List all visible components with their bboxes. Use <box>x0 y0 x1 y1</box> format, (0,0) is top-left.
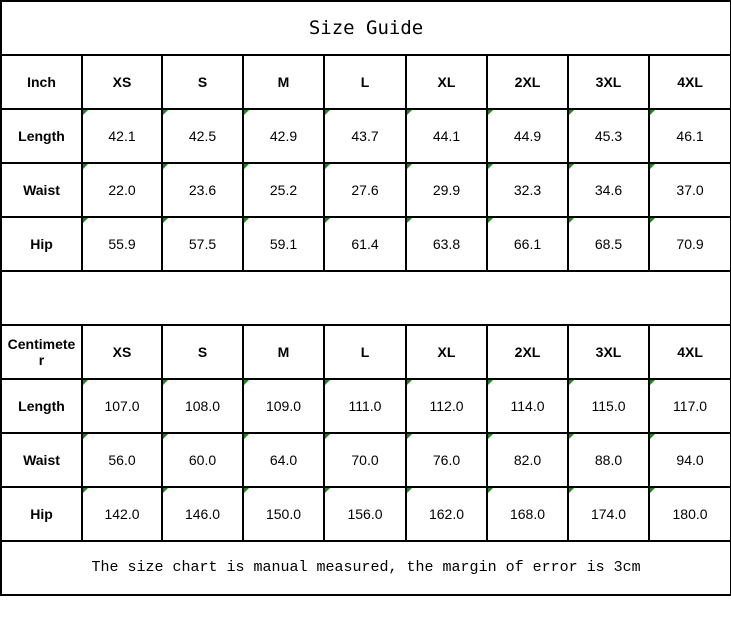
measurement-cell: 37.0 <box>647 162 731 218</box>
measurement-cell: 111.0 <box>323 378 407 434</box>
measurement-cell: 94.0 <box>647 432 731 488</box>
table-row: Hip 55.9 57.5 59.1 61.4 63.8 66.1 68.5 70.9 <box>0 216 731 272</box>
measurement-cell: 45.3 <box>567 108 650 164</box>
measurement-cell: 146.0 <box>161 486 244 542</box>
measurement-cell: 68.5 <box>567 216 650 272</box>
size-header: L <box>323 324 407 380</box>
cm-header-row: Centimeter XS S M L XL 2XL 3XL 4XL <box>0 324 731 380</box>
measurement-cell: 70.9 <box>647 216 731 272</box>
measurement-cell: 56.0 <box>81 432 163 488</box>
measurement-cell: 64.0 <box>242 432 325 488</box>
measurement-cell: 117.0 <box>647 378 731 434</box>
measurement-cell: 142.0 <box>81 486 163 542</box>
measurement-cell: 88.0 <box>567 432 650 488</box>
measurement-cell: 66.1 <box>486 216 569 272</box>
measurement-cell: 150.0 <box>242 486 325 542</box>
size-header: XL <box>405 324 488 380</box>
row-label: Hip <box>0 486 83 542</box>
measurement-cell: 22.0 <box>81 162 163 218</box>
size-header: 2XL <box>486 54 569 110</box>
size-header: L <box>323 54 407 110</box>
measurement-cell: 82.0 <box>486 432 569 488</box>
measurement-cell: 107.0 <box>81 378 163 434</box>
measurement-cell: 61.4 <box>323 216 407 272</box>
row-label: Length <box>0 108 83 164</box>
measurement-cell: 162.0 <box>405 486 488 542</box>
measurement-cell: 108.0 <box>161 378 244 434</box>
size-header: M <box>242 54 325 110</box>
note-row: The size chart is manual measured, the m… <box>0 540 731 596</box>
measurement-cell: 42.5 <box>161 108 244 164</box>
measurement-cell: 23.6 <box>161 162 244 218</box>
measurement-cell: 25.2 <box>242 162 325 218</box>
measurement-cell: 43.7 <box>323 108 407 164</box>
size-header: S <box>161 324 244 380</box>
size-header: XL <box>405 54 488 110</box>
measurement-cell: 112.0 <box>405 378 488 434</box>
measurement-cell: 180.0 <box>647 486 731 542</box>
table-row: Length 107.0 108.0 109.0 111.0 112.0 114.0 115.… <box>0 378 731 434</box>
measurement-cell: 42.1 <box>81 108 163 164</box>
measurement-cell: 70.0 <box>323 432 407 488</box>
size-header: 3XL <box>567 54 650 110</box>
size-header: 2XL <box>486 324 569 380</box>
table-row: Waist 22.0 23.6 25.2 27.6 29.9 32.3 34.6 37.0 <box>0 162 731 218</box>
footnote: The size chart is manual measured, the m… <box>0 540 731 596</box>
size-guide-table: Size Guide Inch XS S M L XL 2XL 3XL 4XL Length 42.… <box>0 0 731 596</box>
measurement-cell: 156.0 <box>323 486 407 542</box>
measurement-cell: 63.8 <box>405 216 488 272</box>
measurement-cell: 168.0 <box>486 486 569 542</box>
measurement-cell: 44.1 <box>405 108 488 164</box>
inch-header-row: Inch XS S M L XL 2XL 3XL 4XL <box>0 54 731 110</box>
measurement-cell: 46.1 <box>647 108 731 164</box>
row-label: Waist <box>0 162 83 218</box>
measurement-cell: 115.0 <box>567 378 650 434</box>
measurement-cell: 114.0 <box>486 378 569 434</box>
measurement-cell: 59.1 <box>242 216 325 272</box>
measurement-cell: 29.9 <box>405 162 488 218</box>
size-header: M <box>242 324 325 380</box>
size-header: XS <box>81 54 163 110</box>
measurement-cell: 34.6 <box>567 162 650 218</box>
table-row: Hip 142.0 146.0 150.0 156.0 162.0 168.0 174.0 18… <box>0 486 731 542</box>
measurement-cell: 60.0 <box>161 432 244 488</box>
size-header: XS <box>81 324 163 380</box>
spacer-cell <box>0 270 731 326</box>
measurement-cell: 32.3 <box>486 162 569 218</box>
row-label: Length <box>0 378 83 434</box>
size-header: 4XL <box>647 324 731 380</box>
table-row: Length 42.1 42.5 42.9 43.7 44.1 44.9 45.3 46.1 <box>0 108 731 164</box>
measurement-cell: 27.6 <box>323 162 407 218</box>
measurement-cell: 44.9 <box>486 108 569 164</box>
size-header: S <box>161 54 244 110</box>
spacer-row <box>0 270 731 326</box>
measurement-cell: 55.9 <box>81 216 163 272</box>
size-header: 3XL <box>567 324 650 380</box>
measurement-cell: 174.0 <box>567 486 650 542</box>
page-title: Size Guide <box>0 0 731 56</box>
measurement-cell: 109.0 <box>242 378 325 434</box>
row-label: Hip <box>0 216 83 272</box>
unit-label: Inch <box>0 54 83 110</box>
table-row: Waist 56.0 60.0 64.0 70.0 76.0 82.0 88.0 94.0 <box>0 432 731 488</box>
measurement-cell: 57.5 <box>161 216 244 272</box>
unit-label: Centimeter <box>0 324 83 380</box>
measurement-cell: 76.0 <box>405 432 488 488</box>
row-label: Waist <box>0 432 83 488</box>
size-header: 4XL <box>647 54 731 110</box>
measurement-cell: 42.9 <box>242 108 325 164</box>
